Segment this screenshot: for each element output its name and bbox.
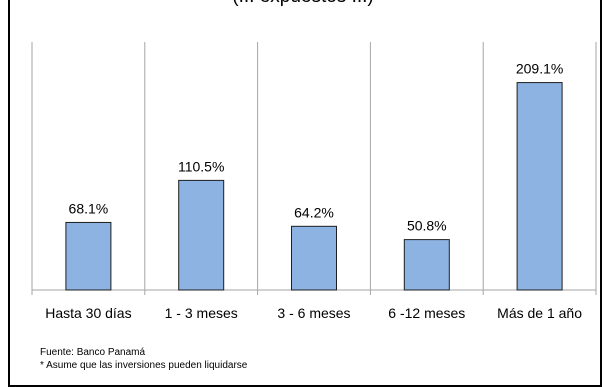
x-tick-label: Más de 1 año [497, 305, 582, 321]
x-tick-label: Hasta 30 días [45, 305, 131, 321]
x-tick-label: 6 -12 meses [388, 305, 465, 321]
data-label: 64.2% [294, 204, 334, 220]
data-label: 50.8% [407, 218, 447, 234]
bar [291, 225, 337, 291]
footnote: * Asume que las inversiones pueden liqui… [40, 360, 248, 371]
data-label: 68.1% [69, 200, 109, 216]
labels-layer: 68.1% 110.5% 64.2% 50.8% 209.1% [69, 61, 564, 234]
source-note: Fuente: Banco Panamá [40, 347, 146, 358]
bar [178, 179, 225, 291]
data-label: 110.5% [178, 158, 224, 174]
data-label: 209.1% [516, 61, 563, 77]
ticks-layer: Hasta 30 días 1 - 3 meses 3 - 6 meses 6 -12… [45, 305, 582, 321]
chart-title: (... expuestos ...) [0, 0, 606, 8]
chart-frame [8, 0, 602, 387]
chart-notes: Fuente: Banco Panamá * Asume que las inv… [40, 346, 247, 372]
x-tick-label: 1 - 3 meses [165, 305, 238, 321]
bar [65, 221, 112, 291]
bar [403, 239, 450, 291]
x-tick-label: 3 - 6 meses [277, 305, 350, 321]
bars-layer [65, 82, 563, 291]
bar [516, 82, 563, 291]
